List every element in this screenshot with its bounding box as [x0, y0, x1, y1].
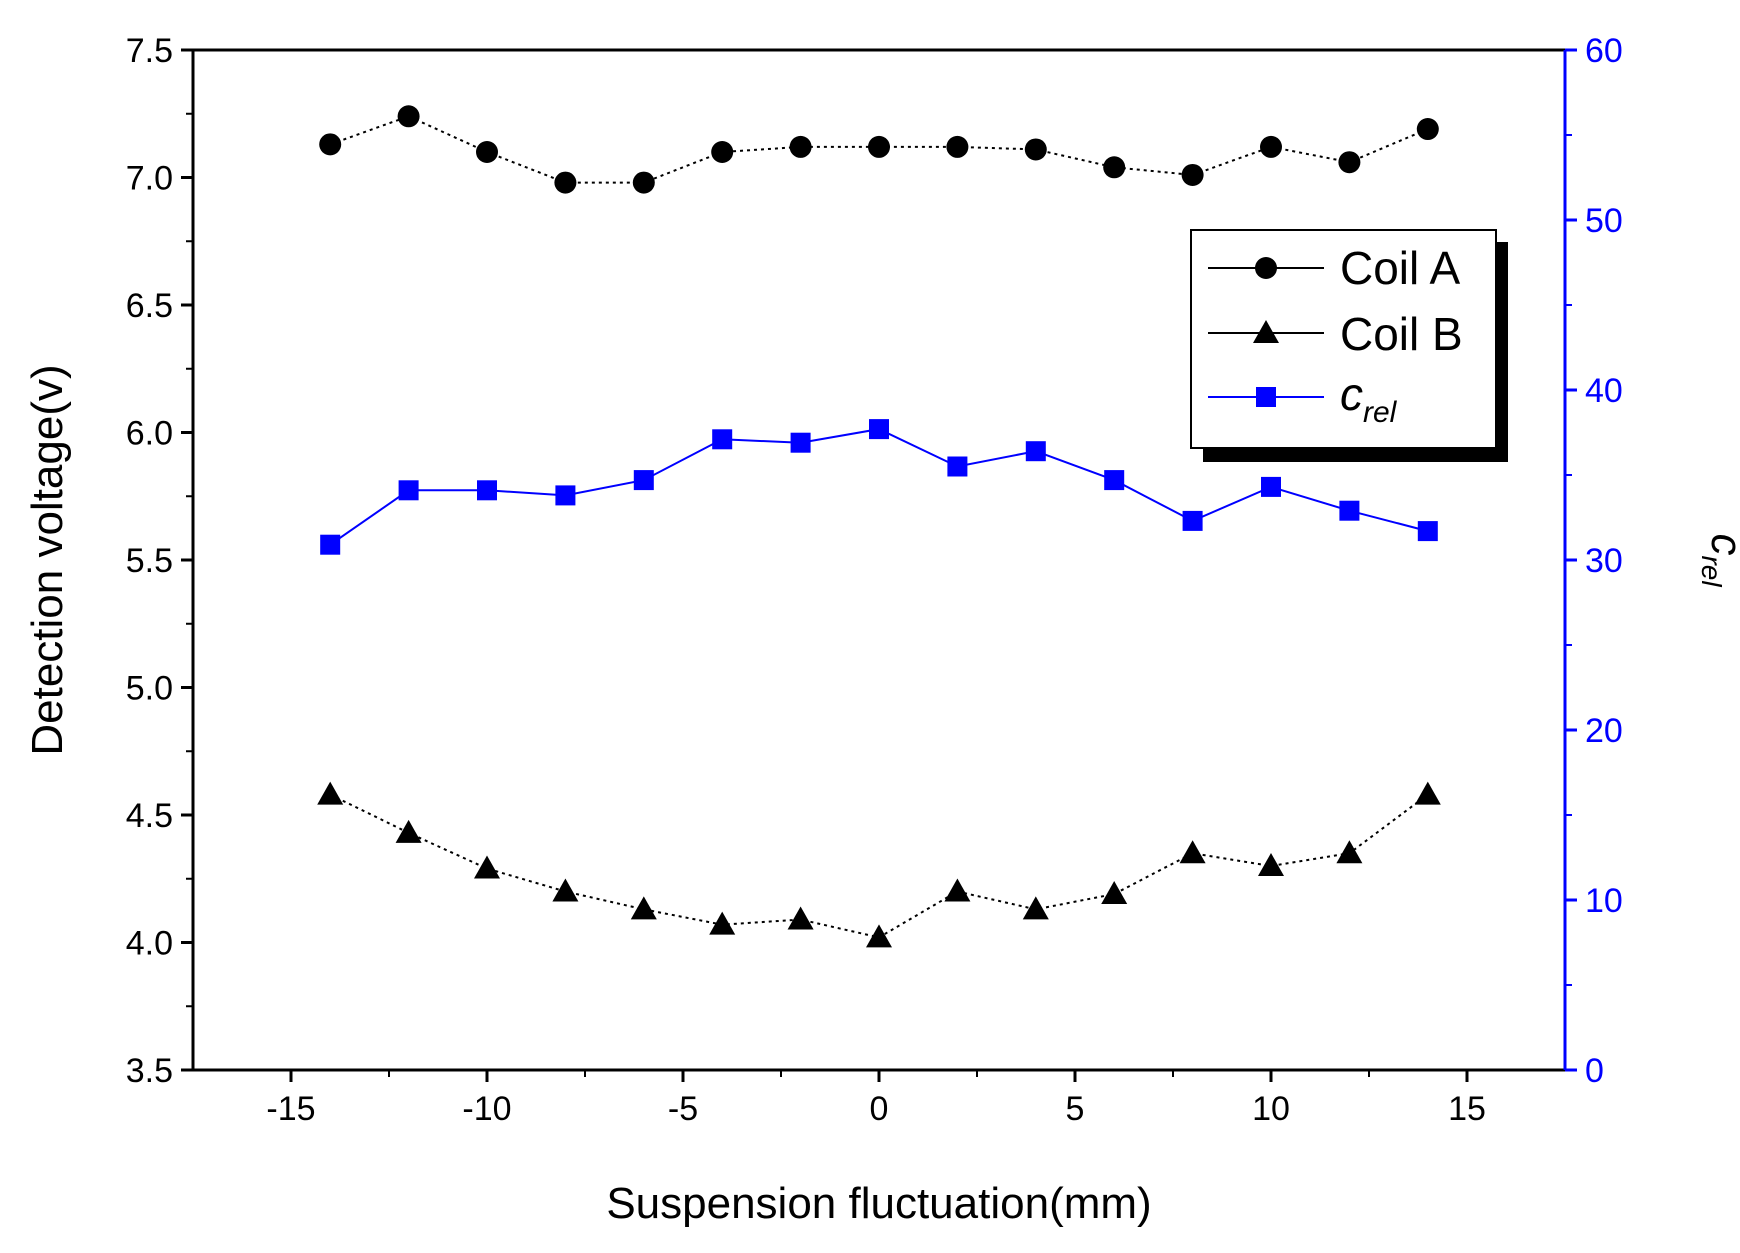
x-axis-title: Suspension fluctuation(mm)	[606, 1179, 1151, 1228]
x-tick-label: -15	[266, 1090, 315, 1128]
y2-tick-label: 50	[1585, 202, 1623, 240]
data-point-coil-a	[554, 171, 577, 194]
legend-entry-coil-a: Coil A	[1208, 242, 1460, 294]
data-point-coil-a	[1338, 151, 1361, 174]
data-point-coil-a	[319, 133, 342, 156]
y2-axis-title-sub: rel	[1696, 555, 1727, 587]
x-tick-label: -10	[462, 1090, 511, 1128]
series-coil-b	[317, 781, 1441, 948]
data-point-coil-b	[709, 911, 736, 935]
axis-tick-labels: -15 -10 -5 0 5 10 15 3.5 4.0 4.5 5.0 5.5 6.0 6.5 7.0 7.…	[126, 32, 1623, 1128]
data-point-coil-a	[632, 171, 655, 194]
data-point-c-rel	[790, 432, 811, 453]
y2-tick-label: 40	[1585, 372, 1623, 410]
y2-tick-label: 10	[1585, 882, 1623, 920]
data-point-coil-b	[630, 896, 657, 920]
legend-marker-crel	[1256, 387, 1276, 407]
data-point-c-rel	[712, 429, 733, 450]
series-line-coil-b	[329, 793, 1429, 939]
data-point-c-rel	[1339, 500, 1360, 521]
y-axis-title: Detection voltage(v)	[23, 364, 72, 755]
legend-label-coil-a: Coil A	[1340, 242, 1460, 294]
y-tick-label: 4.5	[126, 797, 173, 835]
data-point-coil-b	[1179, 840, 1206, 864]
data-point-coil-b	[395, 819, 422, 843]
legend-label-crel-main: c	[1340, 368, 1363, 420]
data-point-coil-b	[1022, 896, 1049, 920]
data-point-c-rel	[398, 480, 419, 501]
data-point-coil-a	[711, 141, 734, 163]
legend: Coil A Coil B crel	[1190, 229, 1508, 462]
data-point-c-rel	[1417, 521, 1438, 542]
data-point-coil-b	[1258, 853, 1284, 876]
y2-tick-label: 0	[1585, 1052, 1604, 1090]
data-point-coil-b	[1101, 881, 1128, 905]
data-point-coil-a	[789, 135, 812, 158]
series-line-coil-a	[329, 115, 1429, 184]
data-point-coil-a	[1416, 118, 1439, 141]
y2-axis-title-main: c	[1702, 533, 1740, 555]
x-tick-label: -5	[668, 1090, 698, 1128]
series-layer	[317, 105, 1441, 948]
series-coil-a	[319, 105, 1439, 194]
legend-marker-coil-a	[1255, 257, 1277, 279]
x-tick-label: 5	[1066, 1090, 1085, 1128]
axis-ticks	[181, 48, 1577, 1082]
data-point-coil-a	[1181, 163, 1204, 186]
x-tick-label: 0	[870, 1090, 889, 1128]
legend-label-crel: crel	[1340, 368, 1398, 429]
legend-label-coil-b: Coil B	[1340, 308, 1463, 360]
data-point-coil-a	[1260, 135, 1282, 158]
y-tick-label: 6.5	[126, 287, 173, 325]
data-point-coil-a	[1024, 138, 1047, 161]
data-point-coil-a	[476, 141, 498, 163]
data-point-c-rel	[869, 419, 889, 440]
legend-entry-coil-b: Coil B	[1208, 308, 1463, 360]
legend-marker-coil-b	[1253, 320, 1279, 343]
y2-tick-label: 20	[1585, 712, 1623, 750]
data-point-c-rel	[477, 480, 497, 501]
data-point-coil-a	[868, 135, 890, 158]
y2-tick-label: 60	[1585, 32, 1623, 70]
svg-text:crel: crel	[1696, 533, 1740, 587]
data-point-coil-b	[552, 878, 579, 902]
y2-axis-title: crel	[1696, 533, 1740, 587]
data-point-c-rel	[633, 470, 654, 491]
data-point-coil-b	[866, 924, 892, 948]
legend-entry-crel: crel	[1208, 368, 1398, 429]
y-tick-label: 5.5	[126, 542, 173, 580]
data-point-c-rel	[1104, 470, 1125, 491]
data-point-coil-a	[397, 105, 420, 128]
legend-box	[1190, 229, 1497, 449]
y-tick-label: 3.5	[126, 1052, 173, 1090]
data-point-c-rel	[947, 456, 968, 477]
data-point-c-rel	[1182, 510, 1203, 531]
data-point-coil-b	[944, 878, 971, 902]
data-point-coil-b	[1336, 840, 1363, 864]
data-point-c-rel	[320, 534, 341, 555]
y-tick-label: 7.0	[126, 160, 173, 198]
y-tick-label: 4.0	[126, 925, 173, 963]
y-tick-label: 7.5	[126, 32, 173, 70]
series-c-rel	[320, 419, 1438, 555]
data-point-coil-b	[474, 855, 500, 879]
y-tick-label: 6.0	[126, 415, 173, 453]
data-point-coil-b	[1414, 781, 1441, 805]
data-point-c-rel	[1025, 441, 1046, 462]
data-point-coil-b	[787, 906, 814, 930]
data-point-coil-a	[1103, 156, 1126, 179]
x-tick-label: 15	[1448, 1090, 1486, 1128]
data-point-coil-b	[317, 781, 344, 805]
y2-tick-label: 30	[1585, 542, 1623, 580]
x-tick-label: 10	[1252, 1090, 1290, 1128]
data-point-coil-a	[946, 135, 969, 158]
plot-frame	[191, 48, 1567, 1072]
data-point-c-rel	[555, 485, 576, 506]
data-point-c-rel	[1261, 476, 1281, 497]
legend-label-crel-sub: rel	[1363, 396, 1398, 429]
y-tick-label: 5.0	[126, 670, 173, 708]
